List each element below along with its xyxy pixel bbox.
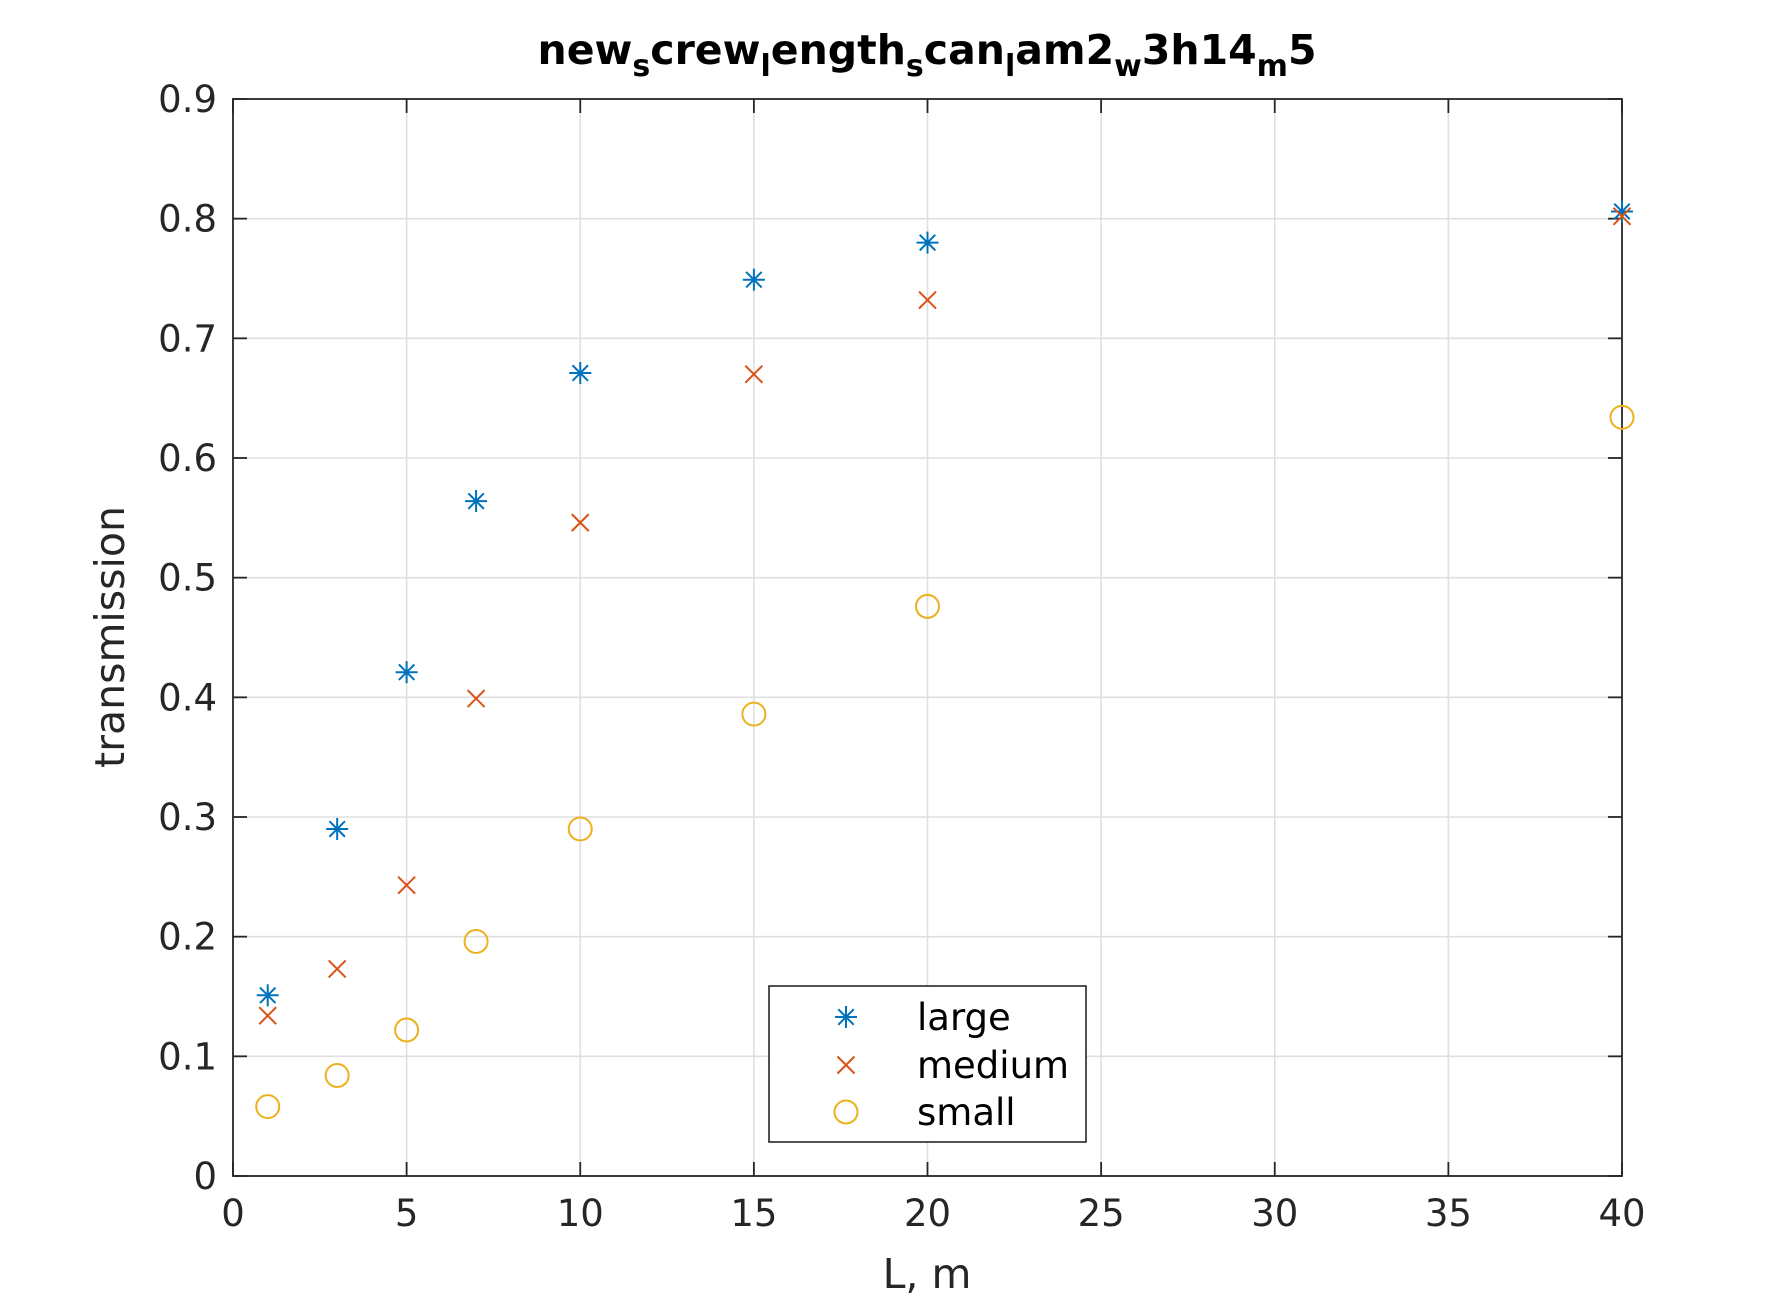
chart-title: newscrewlengthscanlam2w3h14m5 xyxy=(538,26,1317,84)
chart-title-part: new xyxy=(538,26,633,74)
point-medium xyxy=(1612,207,1632,226)
x-tick-label: 10 xyxy=(557,1192,604,1235)
legend-label-medium: medium xyxy=(917,1044,1069,1087)
tick-labels: 0 5 10 15 20 25 30 35 40 0 0.1 0.2 0.3 0.4 0.5 0.6 0.7 0.… xyxy=(158,78,1645,1235)
point-large xyxy=(569,362,592,385)
legend-marker-large xyxy=(835,1006,857,1028)
x-tick-label: 5 xyxy=(395,1192,419,1235)
chart-title-part: am2 xyxy=(1015,26,1114,74)
point-medium xyxy=(327,959,347,979)
y-tick-label: 0 xyxy=(193,1155,217,1198)
point-medium xyxy=(744,365,764,384)
y-tick-label: 0.1 xyxy=(158,1035,217,1078)
legend-markers xyxy=(833,1006,859,1125)
legend: large medium small xyxy=(768,985,1087,1143)
point-medium xyxy=(397,876,416,895)
y-tick-label: 0.8 xyxy=(158,198,217,241)
point-large xyxy=(326,817,349,840)
chart-title-part: l xyxy=(1005,49,1015,84)
point-large xyxy=(256,984,279,1007)
legend-marker-small xyxy=(833,1099,859,1125)
y-tick-label: 0.3 xyxy=(158,796,217,839)
point-small xyxy=(915,593,940,619)
x-tick-label: 40 xyxy=(1598,1192,1645,1235)
chart-title-part: ength xyxy=(771,26,906,74)
legend-label-small: small xyxy=(917,1091,1016,1134)
x-axis-label: L, m xyxy=(883,1250,972,1298)
x-tick-label: 0 xyxy=(221,1192,245,1235)
point-small xyxy=(255,1094,281,1120)
legend-marker-medium xyxy=(836,1055,856,1075)
chart-title-part: w xyxy=(1114,49,1142,84)
legend-box xyxy=(768,985,1087,1143)
y-tick-label: 0.7 xyxy=(158,317,217,360)
point-small xyxy=(1609,404,1635,430)
y-tick-label: 0.4 xyxy=(158,676,217,719)
point-small xyxy=(394,1017,420,1043)
point-small xyxy=(567,816,593,842)
x-tick-label: 30 xyxy=(1251,1192,1298,1235)
point-medium xyxy=(571,513,590,532)
chart-title-part: crew xyxy=(650,26,760,74)
point-medium xyxy=(258,1006,277,1025)
point-large xyxy=(916,231,939,254)
chart-title-part: m xyxy=(1257,49,1288,84)
x-tick-label: 35 xyxy=(1425,1192,1472,1235)
point-medium xyxy=(918,290,937,310)
point-large xyxy=(742,268,765,291)
point-small xyxy=(741,701,767,727)
y-axis-label: transmission xyxy=(86,506,134,768)
chart-title-part: l xyxy=(760,49,770,84)
chart-title-part: s xyxy=(632,49,650,84)
x-tick-label: 25 xyxy=(1078,1192,1125,1235)
y-tick-label: 0.5 xyxy=(158,557,217,600)
chart-title-part: 5 xyxy=(1288,26,1317,74)
chart-title-part: 3h14 xyxy=(1142,26,1257,74)
axis-ticks xyxy=(232,98,1623,1177)
y-tick-label: 0.6 xyxy=(158,437,217,480)
point-large xyxy=(395,661,418,684)
legend-label-large: large xyxy=(917,996,1011,1039)
data-points xyxy=(255,200,1635,1120)
point-small xyxy=(463,928,489,954)
x-tick-label: 20 xyxy=(904,1192,951,1235)
point-large xyxy=(1611,200,1633,223)
x-tick-label: 15 xyxy=(730,1192,777,1235)
chart-title-part: s xyxy=(906,49,924,84)
y-tick-label: 0.2 xyxy=(158,916,217,959)
point-large xyxy=(465,490,488,513)
y-tick-label: 0.9 xyxy=(158,78,217,121)
point-medium xyxy=(466,689,486,708)
chart-title-part: can xyxy=(924,26,1005,74)
point-small xyxy=(324,1062,350,1088)
